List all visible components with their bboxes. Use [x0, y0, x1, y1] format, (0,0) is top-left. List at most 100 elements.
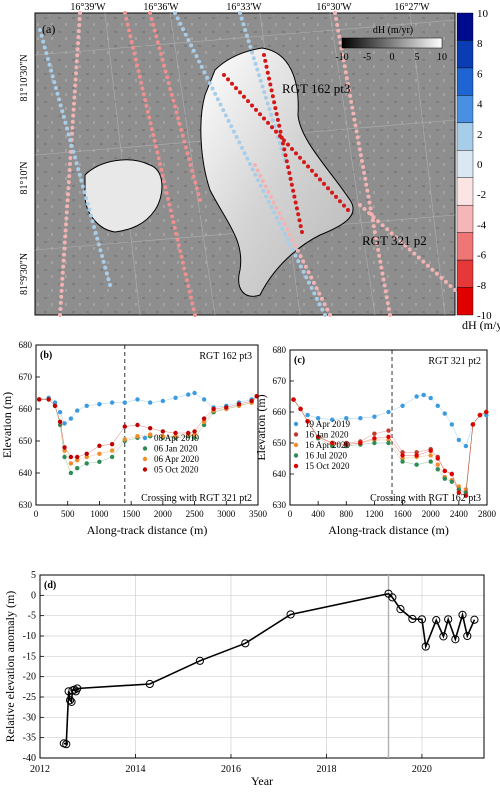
track-point: [174, 231, 179, 236]
track-point: [309, 275, 314, 280]
track-point: [333, 11, 337, 15]
track-point: [323, 313, 327, 317]
track-point: [287, 171, 292, 175]
inset-colorbar-tick: 0: [390, 52, 395, 63]
track-point: [61, 114, 66, 119]
track-point: [288, 242, 293, 247]
track-point: [377, 253, 382, 258]
data-point: [414, 394, 419, 399]
data-point: [435, 462, 440, 467]
track-point: [244, 33, 249, 38]
track-point: [137, 74, 142, 79]
track-point: [356, 141, 361, 146]
track-point: [164, 191, 169, 196]
track-point: [378, 259, 383, 264]
track-annotation: RGT 321 pt2: [428, 356, 481, 367]
inset-colorbar: dH (m/yr) -10 -5 0 5 10: [335, 25, 447, 63]
data-point: [122, 437, 128, 442]
track-point: [275, 117, 280, 122]
colorbar-swatch: [456, 177, 474, 206]
data-point: [442, 468, 447, 474]
track-point: [44, 51, 49, 56]
track-point: [69, 143, 74, 148]
track-point: [93, 230, 98, 235]
y-tick-label: 640: [273, 469, 287, 479]
track-point: [322, 302, 327, 307]
legend-label: 16 Jan 2020: [305, 430, 349, 440]
data-point: [75, 454, 80, 460]
track-point: [39, 33, 44, 38]
track-point: [125, 22, 130, 27]
track-point: [179, 254, 184, 259]
track-point: [169, 92, 174, 97]
data-point: [358, 416, 363, 421]
track-point: [159, 167, 164, 172]
track-point: [74, 59, 79, 64]
data-point: [195, 656, 205, 665]
y-tick-label: 0: [31, 590, 36, 601]
track-point: [193, 180, 198, 185]
data-point: [463, 493, 469, 498]
track-point: [133, 57, 138, 62]
track-point: [273, 106, 278, 111]
data-point: [396, 605, 405, 614]
data-point: [414, 450, 419, 455]
inset-colorbar-title: dH (m/yr): [373, 25, 413, 36]
x-axis-label: Along-track distance (m): [328, 523, 449, 537]
track-point: [60, 276, 65, 281]
track-point: [149, 127, 154, 132]
data-point: [372, 414, 377, 419]
track-point: [182, 139, 187, 144]
track-point: [274, 205, 279, 210]
track-point: [294, 206, 299, 211]
track-point: [162, 63, 167, 68]
track-point: [282, 232, 287, 237]
data-point: [97, 451, 102, 456]
track-point: [193, 313, 197, 317]
track-point: [132, 51, 137, 56]
track-point: [376, 247, 381, 252]
colorbar-swatch: [456, 95, 474, 124]
legend-label: 06 Apr 2020: [154, 454, 200, 464]
track-point: [264, 64, 269, 69]
track-point: [215, 97, 220, 102]
track-point: [254, 107, 258, 112]
track-point: [277, 211, 282, 216]
track-point: [166, 196, 171, 201]
track-point: [58, 306, 63, 311]
data-point: [201, 422, 207, 428]
track-point: [64, 216, 69, 221]
legend-marker: [293, 432, 299, 437]
data-point: [84, 451, 89, 456]
track-point: [375, 241, 380, 246]
track-point: [173, 104, 177, 109]
data-point: [201, 416, 207, 421]
track-point: [260, 84, 265, 89]
track-point: [153, 144, 158, 149]
track-point: [47, 62, 52, 67]
track-point: [123, 11, 127, 15]
track-label-rgt-321: RGT 321 p2: [362, 233, 427, 248]
track-point: [342, 64, 347, 69]
plot-frame: [39, 574, 485, 759]
track-point: [181, 27, 186, 32]
track-point: [288, 176, 293, 181]
track-point: [222, 73, 226, 77]
track-point: [287, 232, 292, 237]
track-point: [168, 208, 173, 213]
data-point: [84, 461, 89, 466]
track-point: [376, 219, 381, 224]
track-point: [341, 58, 346, 63]
track-point: [403, 243, 408, 248]
track-point: [189, 43, 194, 48]
data-point: [451, 635, 460, 644]
x-axis-label: Along-track distance (m): [87, 523, 208, 537]
track-point: [342, 203, 346, 208]
track-point: [73, 77, 78, 82]
track-point: [364, 182, 369, 187]
track-point: [207, 81, 212, 86]
track-point: [73, 83, 78, 88]
track-point: [234, 135, 239, 140]
track-point: [301, 259, 306, 264]
